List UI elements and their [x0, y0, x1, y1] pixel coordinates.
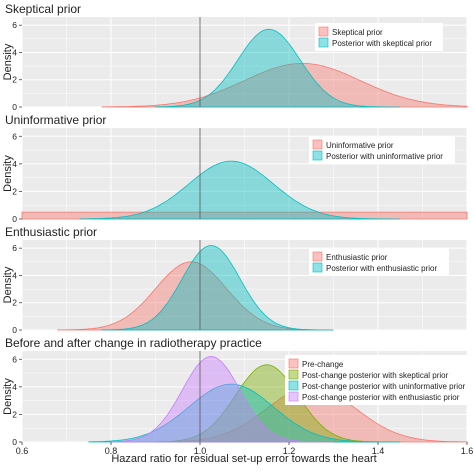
panel-title: Before and after change in radiotherapy … [5, 336, 262, 350]
y-tick-label: 0 [12, 214, 17, 224]
legend-label: Posterior with enthusiastic prior [326, 264, 437, 273]
legend-label: Enthusiastic prior [326, 253, 388, 262]
legend-key [288, 391, 299, 402]
y-axis-label: Density [2, 266, 14, 303]
legend: Skeptical prior Posterior with skeptical … [315, 23, 443, 51]
y-tick-label: 2 [12, 186, 17, 196]
panel-3: Enthusiastic prior 0 2 4 6 Density Enthusiasti… [2, 225, 468, 335]
density-area [155, 28, 401, 108]
legend-label: Post-change posterior with skeptical pri… [302, 371, 449, 380]
x-tick-label: 0.8 [105, 446, 118, 456]
x-tick-label: 1.2 [283, 446, 296, 456]
density-area [110, 356, 334, 443]
density-area [101, 245, 334, 331]
legend-key [312, 150, 323, 161]
y-tick-label: 0 [12, 437, 17, 447]
x-tick-label: 1.4 [372, 446, 385, 456]
panel-title: Enthusiastic prior [5, 225, 97, 239]
y-tick-label: 4 [12, 47, 17, 57]
legend-key [312, 251, 323, 262]
legend-key [318, 37, 329, 48]
legend-label: Pre-change [302, 360, 344, 369]
legend: Enthusiastic prior Posterior with enthusi… [309, 248, 449, 276]
legend-key [288, 380, 299, 391]
legend-key [318, 26, 329, 37]
y-tick-label: 2 [12, 75, 17, 85]
x-tick-label: 1.0 [194, 446, 207, 456]
y-tick-label: 4 [12, 382, 17, 392]
legend-label: Posterior with uninformative prior [326, 152, 443, 161]
legend-key [312, 139, 323, 150]
y-tick-label: 0 [12, 325, 17, 335]
density-area [88, 383, 401, 443]
panel-2: Uninformative prior 0 2 4 6 Density Uninformat… [2, 113, 468, 224]
y-axis-label: Density [2, 155, 14, 192]
legend-key [312, 262, 323, 273]
y-tick-label: 4 [12, 159, 17, 169]
legend-label: Post-change posterior with uninformative… [302, 382, 466, 391]
panel-4: Before and after change in radiotherapy … [2, 336, 473, 456]
y-tick-label: 0 [12, 102, 17, 112]
density-area [79, 160, 401, 220]
legend-background [309, 248, 449, 276]
x-axis-label: Hazard ratio for residual set-up error t… [111, 453, 376, 465]
panel-title: Skeptical prior [5, 2, 81, 16]
legend: Pre-change Post-change posterior with ske… [285, 355, 470, 405]
legend-key [288, 358, 299, 369]
density-area [57, 261, 334, 331]
y-tick-label: 6 [12, 354, 17, 364]
panel-1: Skeptical prior 0 2 4 6 Density Skeptical prio… [2, 2, 468, 112]
y-axis-label: Density [2, 378, 14, 415]
legend-label: Uninformative prior [326, 141, 394, 150]
y-tick-label: 6 [12, 20, 17, 30]
y-tick-label: 4 [12, 270, 17, 280]
y-tick-label: 2 [12, 409, 17, 419]
y-tick-label: 6 [12, 243, 17, 253]
x-tick-label: 1.6 [461, 446, 474, 456]
density-area [101, 63, 468, 108]
y-tick-label: 2 [12, 298, 17, 308]
panel-title: Uninformative prior [5, 113, 106, 127]
x-tick-label: 0.6 [16, 446, 29, 456]
legend-label: Post-change posterior with enthusiastic … [302, 393, 460, 402]
legend-label: Skeptical prior [332, 28, 383, 37]
legend-background [315, 23, 443, 51]
y-axis-label: Density [2, 43, 14, 80]
legend-label: Posterior with skeptical prior [332, 39, 432, 48]
legend-background [285, 355, 470, 405]
legend: Uninformative prior Posterior with uninfo… [309, 136, 455, 164]
legend-background [309, 136, 455, 164]
y-tick-label: 6 [12, 131, 17, 141]
legend-key [288, 369, 299, 380]
